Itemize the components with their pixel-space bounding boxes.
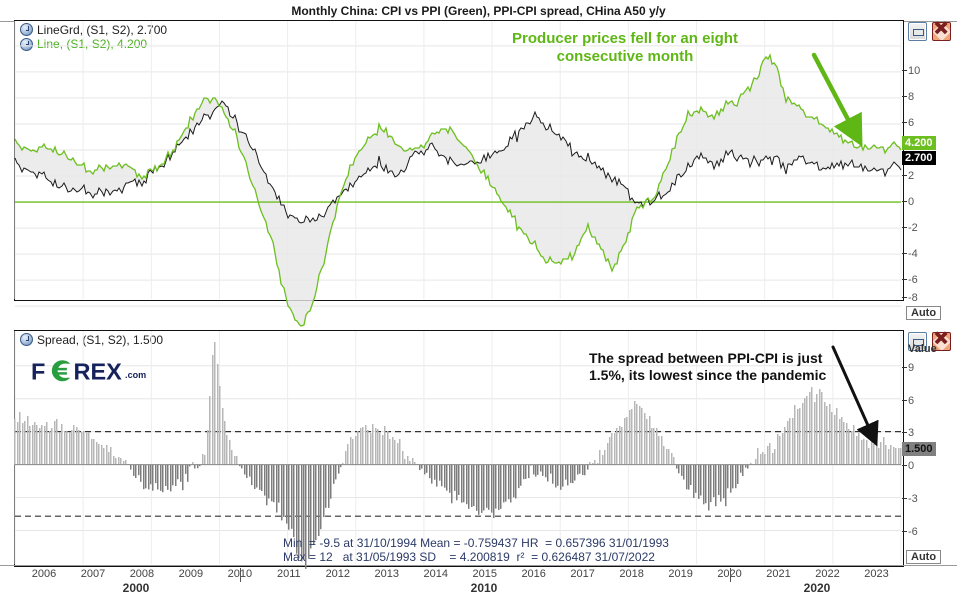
svg-text:F: F bbox=[31, 358, 45, 384]
svg-text:REX: REX bbox=[73, 358, 122, 384]
svg-text:.com: .com bbox=[125, 370, 146, 380]
